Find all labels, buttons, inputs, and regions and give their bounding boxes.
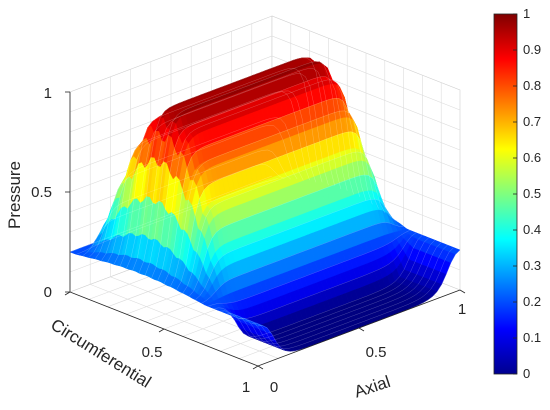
x-tick-label: 0.5: [142, 344, 163, 361]
colorbar-tick-label: 0.7: [523, 114, 541, 129]
y-tick-label: 0: [270, 379, 278, 396]
y-tick-labels: 0 0.5 1: [270, 301, 466, 396]
mesh-line: [151, 76, 354, 279]
x-tick-label: 1: [242, 379, 250, 396]
mesh-line: [126, 73, 329, 269]
x-tick-labels: 0.5 1: [142, 344, 251, 396]
gridline: [69, 35, 461, 113]
colorbar-tick-label: 0.4: [523, 222, 541, 237]
colorbar-tick-label: 0.5: [523, 186, 541, 201]
mesh-line: [132, 57, 335, 271]
z-tick-label: 1: [44, 85, 52, 102]
mesh-line: [214, 232, 417, 320]
mesh-line: [220, 235, 423, 337]
mesh-line: [207, 230, 411, 307]
colorbar-tick-label: 0.3: [523, 258, 541, 273]
z-tick-label: 0: [44, 284, 52, 301]
mesh-line: [82, 164, 285, 257]
mesh-line: [245, 244, 448, 347]
mesh-line: [101, 117, 304, 262]
colorbar-tick-label: 0.1: [523, 330, 541, 345]
mesh-line: [251, 247, 454, 350]
colorbar-tick-label: 1: [523, 6, 530, 21]
colorbar-tick-label: 0.6: [523, 150, 541, 165]
z-tick-labels: 0 0.5 1: [31, 85, 52, 301]
x-tick: [64, 291, 71, 296]
mesh-line: [76, 178, 279, 255]
z-tick-label: 0.5: [31, 184, 52, 201]
colorbar-tick-label: 0: [523, 366, 530, 381]
mesh-line: [182, 151, 386, 294]
y-tick: [257, 365, 264, 370]
pressure-surface: [69, 57, 461, 352]
mesh-line: [201, 222, 404, 304]
surface-patch: [254, 324, 263, 327]
mesh-line: [144, 61, 348, 276]
mesh-line: [113, 90, 317, 265]
axes-edges: [64, 91, 466, 370]
mesh-line: [232, 239, 436, 342]
colorbar-tick-label: 0.2: [523, 294, 541, 309]
mesh-line: [157, 79, 360, 281]
y-tick-label: 1: [458, 301, 466, 318]
colorbar-ticks: 0 0.1 0.2 0.3 0.4 0.5 0.6 0.7 0.8 0.9 1: [513, 6, 541, 381]
x-tick: [158, 328, 165, 333]
mesh-line: [176, 131, 379, 291]
colorbar-tick-label: 0.8: [523, 78, 541, 93]
mesh-line: [119, 68, 323, 267]
mesh-line: [88, 149, 291, 258]
mesh-line: [69, 175, 273, 253]
y-tick: [358, 327, 365, 332]
colorbar: 0 0.1 0.2 0.3 0.4 0.5 0.6 0.7 0.8 0.9 1: [493, 6, 541, 381]
x-tick: [252, 365, 259, 370]
mesh-line: [94, 124, 298, 260]
mesh-line: [226, 237, 429, 340]
mesh-line: [138, 68, 342, 274]
mesh-line: [170, 110, 373, 287]
colorbar-tick-label: 0.9: [523, 42, 541, 57]
mesh-line: [239, 242, 442, 345]
mesh-line: [195, 198, 398, 300]
gridline: [69, 55, 461, 133]
y-tick: [459, 289, 466, 294]
mesh-line: [188, 174, 392, 297]
z-axis-label: Pressure: [5, 161, 24, 229]
y-tick-label: 0.5: [366, 344, 387, 361]
mesh-line: [163, 98, 367, 284]
mesh-line: [107, 91, 310, 263]
